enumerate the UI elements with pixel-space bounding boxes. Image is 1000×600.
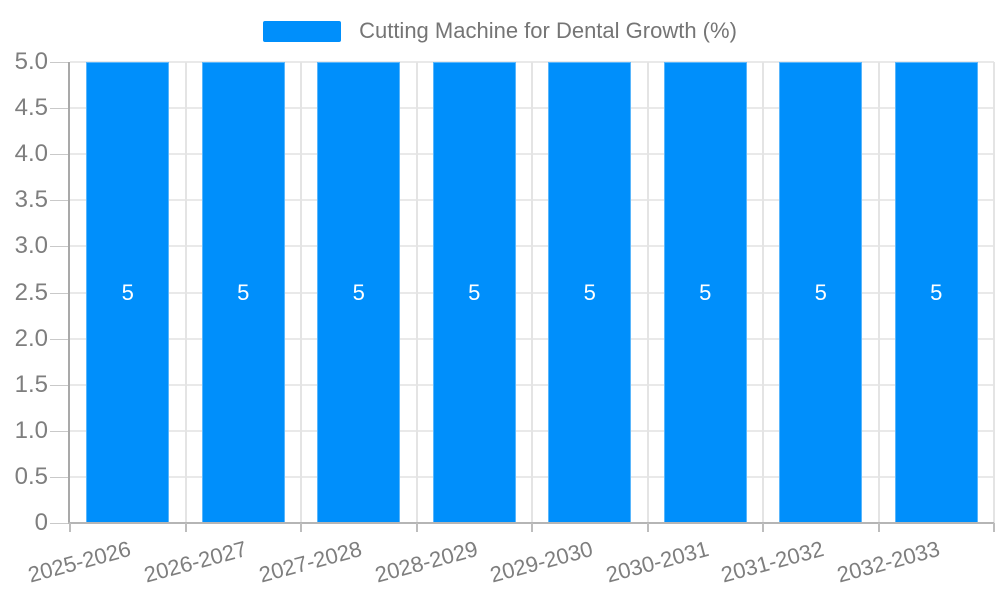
bar-value-label: 5 bbox=[352, 279, 365, 305]
y-axis-tick bbox=[50, 154, 68, 156]
y-axis-tick-label: 1.0 bbox=[14, 416, 48, 444]
y-axis-tick bbox=[50, 246, 68, 248]
x-axis-tick-label: 2032-2033 bbox=[834, 536, 943, 588]
y-axis-tick-label: 4.0 bbox=[14, 140, 48, 168]
bar-value-label: 5 bbox=[699, 279, 712, 305]
x-axis-tick bbox=[531, 523, 533, 532]
y-axis-tick-label: 2.0 bbox=[14, 324, 48, 352]
x-axis-tick-label: 2028-2029 bbox=[372, 536, 481, 588]
x-axis-tick-label: 2029-2030 bbox=[487, 536, 596, 588]
y-axis-tick-label: 3.0 bbox=[14, 232, 48, 260]
x-axis-tick bbox=[69, 523, 71, 532]
bar-value-label: 5 bbox=[814, 279, 827, 305]
y-axis-tick-label: 5.0 bbox=[14, 48, 48, 75]
y-axis-tick-label: 4.5 bbox=[14, 94, 48, 122]
legend-series-label: Cutting Machine for Dental Growth (%) bbox=[359, 18, 737, 43]
x-axis-tick bbox=[646, 523, 649, 532]
x-axis-tick bbox=[184, 523, 187, 532]
vertical-gridline bbox=[646, 62, 649, 523]
bar-value-label: 5 bbox=[930, 279, 943, 305]
vertical-gridline bbox=[300, 62, 302, 523]
x-axis-tick bbox=[762, 523, 764, 532]
bar-2026-2027: 5 bbox=[201, 62, 285, 523]
y-axis-tick bbox=[50, 200, 68, 202]
y-axis-line bbox=[68, 62, 70, 523]
bar-2028-2029: 5 bbox=[432, 62, 516, 523]
bar-2031-2032: 5 bbox=[779, 62, 863, 523]
y-axis-tick bbox=[50, 476, 68, 478]
vertical-gridline bbox=[184, 62, 187, 523]
vertical-gridline bbox=[993, 62, 995, 523]
x-axis-tick bbox=[415, 523, 418, 532]
y-axis-tick bbox=[50, 430, 68, 432]
vertical-gridline bbox=[415, 62, 418, 523]
y-axis-tick-label: 0 bbox=[34, 509, 48, 536]
y-axis-tick-label: 3.5 bbox=[14, 186, 48, 214]
vertical-gridline bbox=[531, 62, 533, 523]
bar-value-label: 5 bbox=[583, 279, 596, 305]
bar-2029-2030: 5 bbox=[548, 62, 632, 523]
bar-2025-2026: 5 bbox=[86, 62, 170, 523]
bar-2032-2033: 5 bbox=[894, 62, 978, 523]
y-axis-tick-label: 2.5 bbox=[14, 278, 48, 306]
y-axis-tick bbox=[50, 384, 68, 386]
vertical-gridline bbox=[762, 62, 764, 523]
bar-2027-2028: 5 bbox=[317, 62, 401, 523]
y-axis-tick-label: 1.5 bbox=[14, 370, 48, 398]
x-axis-tick-label: 2027-2028 bbox=[256, 536, 365, 588]
bar-value-label: 5 bbox=[237, 279, 250, 305]
y-axis-tick bbox=[50, 292, 68, 294]
x-axis-tick-label: 2030-2031 bbox=[603, 536, 712, 588]
y-axis-tick-label: 0.5 bbox=[14, 462, 48, 490]
legend-series-marker bbox=[263, 20, 342, 42]
plot-area: 5 5 5 5 5 5 5 5 bbox=[70, 61, 995, 523]
y-axis-tick bbox=[50, 108, 68, 110]
vertical-gridline bbox=[877, 62, 880, 523]
bar-value-label: 5 bbox=[468, 279, 481, 305]
x-axis-tick-label: 2026-2027 bbox=[141, 536, 250, 588]
chart-legend-item[interactable]: Cutting Machine for Dental Growth (%) bbox=[0, 16, 1000, 46]
x-axis-tick-label: 2031-2032 bbox=[718, 536, 827, 588]
bar-value-label: 5 bbox=[121, 279, 134, 305]
y-axis-tick bbox=[50, 62, 68, 63]
x-axis-tick bbox=[300, 523, 302, 532]
x-axis-tick bbox=[993, 523, 995, 532]
y-axis-tick bbox=[50, 338, 68, 340]
y-axis-tick bbox=[50, 523, 68, 524]
bar-2030-2031: 5 bbox=[663, 62, 747, 523]
x-axis-tick-label: 2025-2026 bbox=[25, 536, 134, 588]
x-axis-tick bbox=[877, 523, 880, 532]
